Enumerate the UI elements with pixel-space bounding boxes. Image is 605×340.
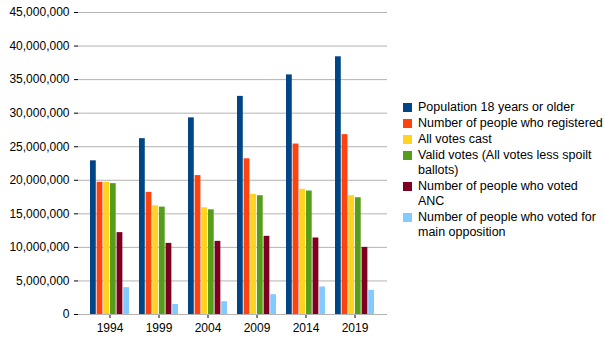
svg-text:0: 0 — [63, 307, 70, 321]
svg-text:5,000,000: 5,000,000 — [16, 274, 70, 288]
html-text:Number of people who voted ANC: Number of people who voted ANC — [418, 179, 578, 208]
svg-text:45,000,000: 45,000,000 — [9, 5, 69, 19]
svg-text:15,000,000: 15,000,000 — [9, 207, 69, 221]
svg-text:40,000,000: 40,000,000 — [9, 39, 69, 53]
svg-text:1994: 1994 — [97, 321, 124, 335]
svg-text:2004: 2004 — [195, 321, 222, 335]
html-text:Number of people who voted for: Number of people who voted for main oppo… — [418, 210, 596, 239]
svg-text:2019: 2019 — [342, 321, 369, 335]
svg-text:2009: 2009 — [244, 321, 271, 335]
svg-text:2014: 2014 — [293, 321, 320, 335]
svg-text:35,000,000: 35,000,000 — [9, 72, 69, 86]
html-text:Valid votes (All votes less sp: Valid votes (All votes less spoilt ballo… — [418, 148, 592, 177]
svg-text:30,000,000: 30,000,000 — [9, 106, 69, 120]
svg-text:1999: 1999 — [146, 321, 173, 335]
html-text:Number of people who registere: Number of people who registered — [418, 116, 603, 130]
svg-text:20,000,000: 20,000,000 — [9, 173, 69, 187]
html-text:Population 18 years or older: Population 18 years or older — [418, 100, 575, 114]
svg-text:25,000,000: 25,000,000 — [9, 140, 69, 154]
html-text:All votes cast: All votes cast — [418, 132, 492, 146]
svg-text:10,000,000: 10,000,000 — [9, 240, 69, 254]
